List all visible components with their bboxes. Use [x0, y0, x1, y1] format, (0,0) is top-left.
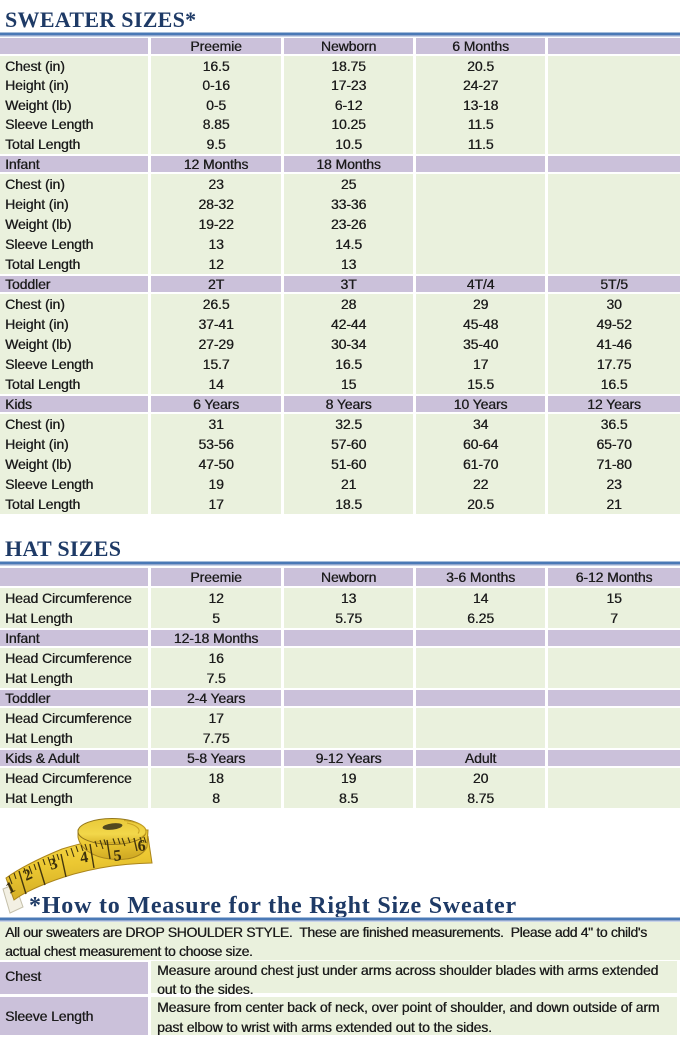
svg-text:5: 5	[113, 847, 123, 865]
svg-text:6: 6	[137, 837, 146, 855]
svg-text:4: 4	[79, 849, 90, 867]
